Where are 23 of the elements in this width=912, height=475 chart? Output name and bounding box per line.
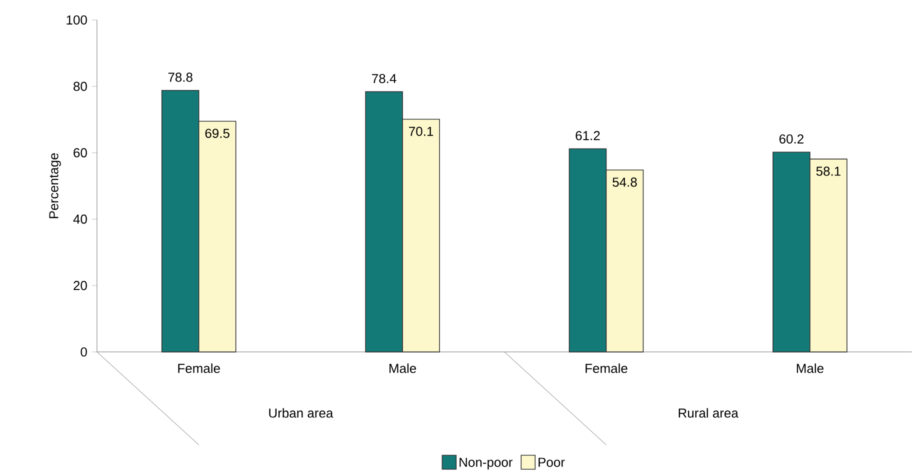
data-label: 60.2 xyxy=(779,134,804,144)
data-label: 70.1 xyxy=(409,126,434,136)
data-label: 78.8 xyxy=(168,72,192,82)
x-tick-label: Male xyxy=(796,363,824,374)
legend-label: Poor xyxy=(538,458,565,467)
text: Rural area xyxy=(678,408,738,418)
x-tick-label: Female xyxy=(586,363,628,374)
text: Urban area xyxy=(269,408,334,418)
legend-label: Non-poor xyxy=(460,458,513,470)
data-label: 61.2 xyxy=(576,131,600,140)
data-label: 69.5 xyxy=(205,128,230,138)
y-axis-title: Percentage xyxy=(49,153,61,218)
data-label: 78.4 xyxy=(372,74,396,84)
x-tick-label: Female xyxy=(178,363,220,374)
y-tick-label: 60 xyxy=(74,148,87,158)
y-tick-label: 100 xyxy=(66,15,87,25)
y-tick-label: 80 xyxy=(74,82,87,92)
data-label: 54.8 xyxy=(612,178,637,187)
y-tick-label: 20 xyxy=(74,280,87,290)
x-tick-label: Male xyxy=(390,363,416,374)
y-tick-label: 0 xyxy=(80,347,87,357)
data-label: 58.1 xyxy=(816,166,840,176)
y-tick-label: 40 xyxy=(73,214,87,224)
